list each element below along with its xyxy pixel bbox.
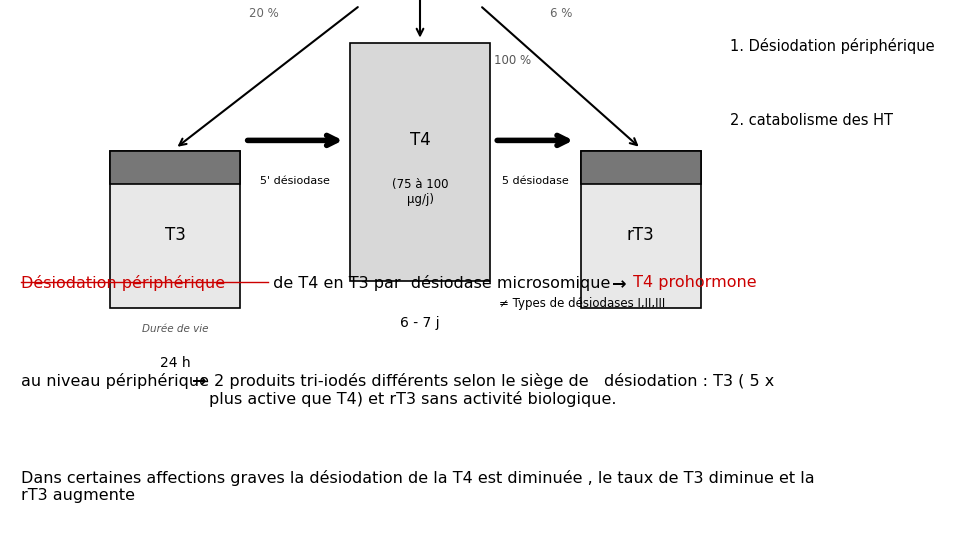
Text: 20 %: 20 % [250, 7, 278, 20]
Text: 6 - 7 j: 6 - 7 j [400, 316, 440, 330]
Text: 1. Désiodation périphérique: 1. Désiodation périphérique [730, 38, 934, 54]
Text: au niveau périphérique: au niveau périphérique [21, 373, 214, 389]
Text: 100 %: 100 % [494, 54, 532, 67]
Text: T4 prohormone: T4 prohormone [628, 275, 756, 291]
Text: 5' désiodase: 5' désiodase [260, 176, 330, 186]
Bar [581, 151, 701, 184]
Text: T4: T4 [410, 131, 430, 150]
Text: (75 à 100
μg/j): (75 à 100 μg/j) [392, 178, 448, 206]
Text: T3: T3 [165, 226, 185, 244]
Text: 24 h: 24 h [160, 356, 190, 370]
Text: rT3: rT3 [627, 226, 655, 244]
Text: Désiodation périphérique: Désiodation périphérique [21, 275, 226, 292]
Text: Durée de vie: Durée de vie [142, 324, 208, 334]
Text: 6 %: 6 % [550, 7, 573, 20]
Bar [350, 43, 490, 281]
Text: Dans certaines affections graves la désiodation de la T4 est diminuée , le taux : Dans certaines affections graves la dési… [21, 470, 815, 503]
Text: →: → [612, 275, 626, 293]
Text: 2. catabolisme des HT: 2. catabolisme des HT [730, 113, 893, 129]
Text: →: → [192, 373, 206, 390]
Text: 2 produits tri-iodés différents selon le siège de   désiodation : T3 ( 5 x
plus : 2 produits tri-iodés différents selon le… [209, 373, 775, 407]
Bar [581, 151, 701, 308]
Text: ≠ Types de désiodases I,II,III: ≠ Types de désiodases I,II,III [499, 297, 665, 310]
Text: de T4 en T3 par  désiodase microsomique: de T4 en T3 par désiodase microsomique [268, 275, 615, 292]
Bar [110, 151, 240, 184]
Bar [110, 151, 240, 308]
Text: 5 désiodase: 5 désiodase [502, 176, 568, 186]
